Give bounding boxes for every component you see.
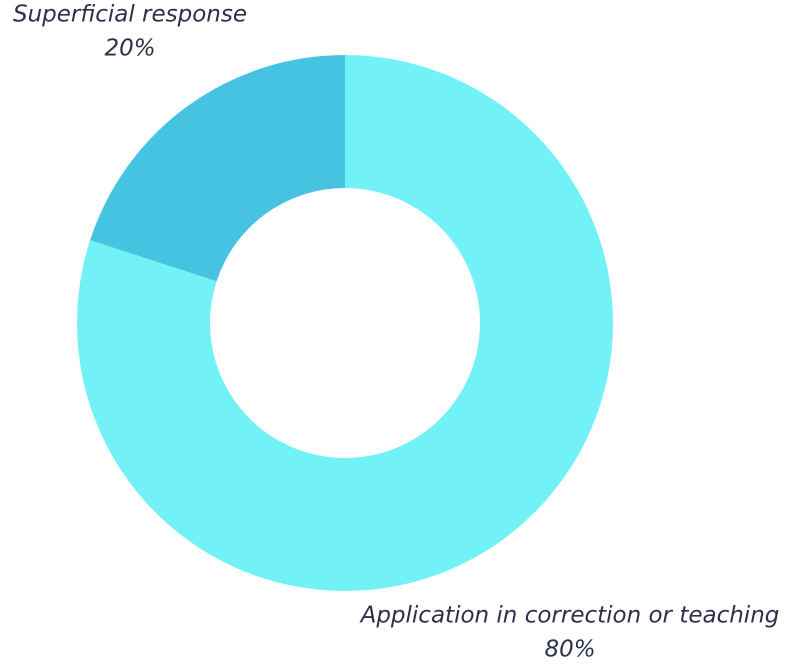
slice-value-label: 80% [544,637,595,663]
slice-value-label: 20% [104,36,155,62]
slice-label: Superficial response [13,2,247,28]
slice-label: Application in correction or teaching [359,603,780,629]
donut-slice [90,55,345,282]
donut-slice [76,55,613,591]
